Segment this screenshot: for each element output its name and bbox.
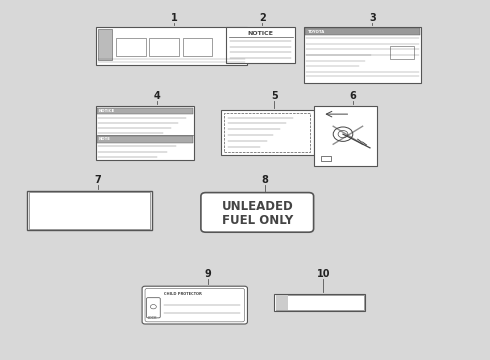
- Text: NOTE: NOTE: [98, 137, 110, 141]
- Text: NOTICE: NOTICE: [248, 31, 273, 36]
- Bar: [314, 106, 377, 166]
- Text: NOTICE: NOTICE: [98, 109, 115, 113]
- Bar: [274, 294, 365, 311]
- Bar: [183, 38, 212, 56]
- Bar: [97, 108, 193, 114]
- Bar: [96, 27, 247, 65]
- Circle shape: [150, 305, 156, 309]
- Bar: [321, 156, 331, 161]
- Text: 2: 2: [259, 13, 266, 23]
- Circle shape: [338, 131, 348, 138]
- Bar: [276, 295, 364, 310]
- Bar: [98, 29, 112, 60]
- Bar: [116, 38, 146, 56]
- Bar: [220, 110, 314, 155]
- Text: 6: 6: [349, 91, 356, 101]
- Bar: [304, 27, 421, 83]
- Bar: [276, 295, 288, 310]
- Bar: [224, 113, 310, 152]
- Text: FUEL ONLY: FUEL ONLY: [221, 214, 293, 227]
- Text: TOYOTA: TOYOTA: [308, 30, 325, 34]
- Text: 9: 9: [205, 269, 212, 279]
- FancyBboxPatch shape: [145, 288, 245, 322]
- Bar: [305, 28, 420, 35]
- Bar: [27, 191, 152, 230]
- Text: UNLEADED: UNLEADED: [221, 200, 293, 213]
- Bar: [149, 38, 179, 56]
- Text: 4: 4: [153, 91, 160, 101]
- Circle shape: [333, 127, 353, 141]
- Text: 3: 3: [369, 13, 376, 23]
- Bar: [96, 106, 194, 160]
- Bar: [97, 136, 193, 143]
- Bar: [390, 46, 414, 59]
- FancyBboxPatch shape: [142, 286, 247, 324]
- FancyBboxPatch shape: [147, 298, 160, 318]
- Text: 5: 5: [271, 91, 278, 101]
- Text: 7: 7: [95, 175, 101, 185]
- Bar: [226, 27, 295, 63]
- Text: CHILD PROTECTOR: CHILD PROTECTOR: [164, 292, 201, 296]
- Bar: [29, 192, 150, 229]
- Text: 8: 8: [261, 175, 268, 185]
- FancyBboxPatch shape: [201, 193, 314, 232]
- Text: 1: 1: [171, 13, 177, 23]
- Text: 10: 10: [317, 269, 330, 279]
- Text: LOCK: LOCK: [148, 316, 157, 320]
